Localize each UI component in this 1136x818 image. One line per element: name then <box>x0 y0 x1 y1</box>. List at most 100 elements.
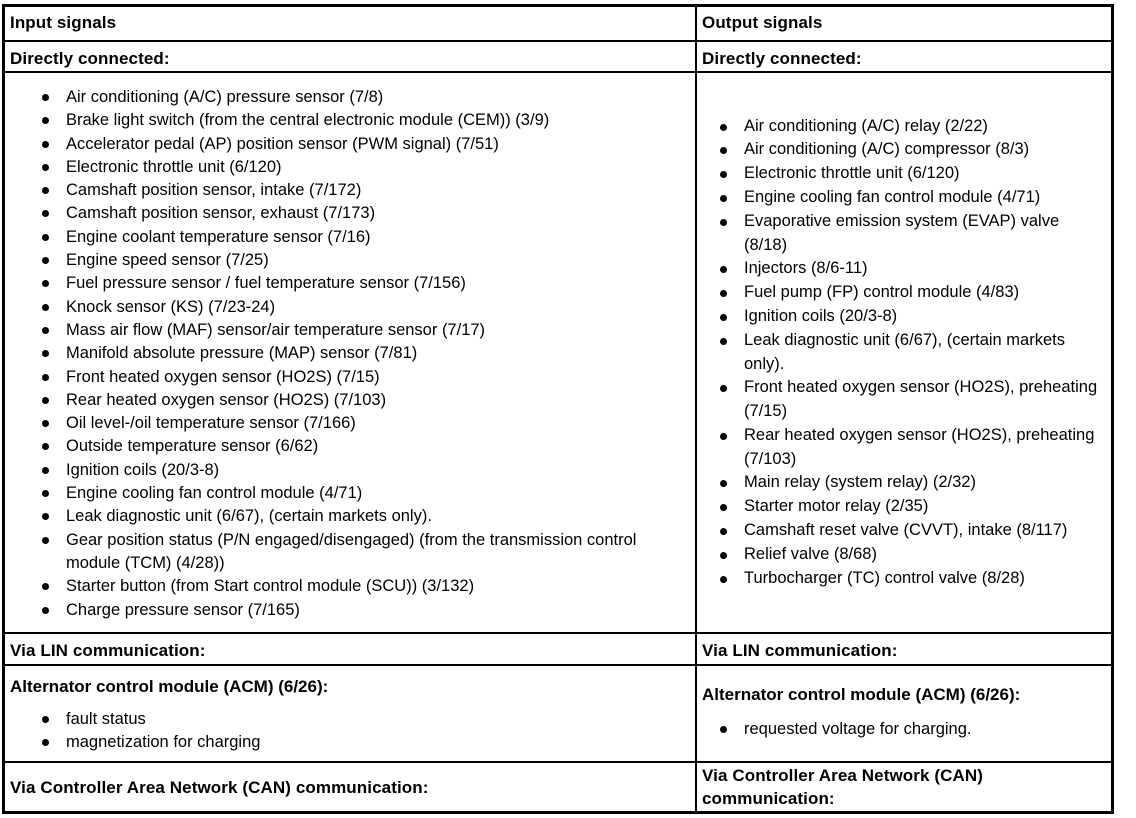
list-item: Camshaft position sensor, exhaust (7/173… <box>42 202 687 225</box>
bullet-icon <box>42 443 49 451</box>
list-item-text: Injectors (8/6-11) <box>744 259 868 278</box>
list-item: Oil level-/oil temperature sensor (7/166… <box>42 412 687 435</box>
bullet-icon <box>42 350 49 358</box>
bullet-icon <box>720 504 727 512</box>
list-item-text: Engine cooling fan control module (4/71) <box>66 484 363 503</box>
list-item: Leak diagnostic unit (6/67), (certain ma… <box>42 505 687 528</box>
bullet-icon <box>720 528 727 536</box>
list-item-text: Electronic throttle unit (6/120) <box>66 157 282 176</box>
list-item-text: Rear heated oxygen sensor (HO2S), prehea… <box>744 425 1095 468</box>
output-via-can-header: Via Controller Area Network (CAN) commun… <box>695 761 1111 811</box>
bullet-icon <box>720 480 727 488</box>
bullet-icon <box>42 94 49 101</box>
list-item-text: Oil level-/oil temperature sensor (7/166… <box>66 414 356 433</box>
list-item: Rear heated oxygen sensor (HO2S), prehea… <box>720 424 1105 472</box>
input-acm-list: fault status magnetization for charging <box>5 708 695 755</box>
bullet-icon <box>42 373 49 381</box>
list-item-text: Ignition coils (20/3-8) <box>744 306 898 325</box>
list-item-text: Camshaft reset valve (CVVT), intake (8/1… <box>744 521 1068 540</box>
list-item-text: Air conditioning (A/C) pressure sensor (… <box>66 88 384 106</box>
list-item: Gear position status (P/N engaged/diseng… <box>42 529 687 576</box>
list-item-text: Starter motor relay (2/35) <box>744 497 929 516</box>
list-item-text: Camshaft position sensor, intake (7/172) <box>66 181 362 200</box>
list-item: Starter motor relay (2/35) <box>720 495 1105 519</box>
list-item-text: Mass air flow (MAF) sensor/air temperatu… <box>66 320 486 339</box>
bullet-icon <box>720 290 727 298</box>
bullet-icon <box>720 147 727 155</box>
list-item: Camshaft reset valve (CVVT), intake (8/1… <box>720 519 1105 543</box>
bullet-icon <box>42 536 49 544</box>
bullet-icon <box>42 257 49 265</box>
list-item: Ignition coils (20/3-8) <box>720 305 1105 329</box>
list-item-text: Charge pressure sensor (7/165) <box>66 600 300 619</box>
list-item-text: Gear position status (P/N engaged/diseng… <box>66 530 637 572</box>
bullet-icon <box>42 606 49 614</box>
output-acm-heading: Alternator control module (ACM) (6/26): <box>702 685 1021 704</box>
list-item-text: Rear heated oxygen sensor (HO2S) (7/103) <box>66 390 387 409</box>
list-item: Engine cooling fan control module (4/71) <box>42 482 687 505</box>
output-via-lin-header: Via LIN communication: <box>695 632 1111 664</box>
list-item-text: Engine speed sensor (7/25) <box>66 251 269 270</box>
bullet-icon <box>42 303 49 311</box>
list-item: Camshaft position sensor, intake (7/172) <box>42 179 687 202</box>
bullet-icon <box>42 326 49 334</box>
list-item: magnetization for charging <box>42 731 695 754</box>
list-item-text: Electronic throttle unit (6/120) <box>744 164 960 183</box>
list-item-text: Ignition coils (20/3-8) <box>66 460 220 479</box>
list-item: fault status <box>42 708 695 731</box>
list-item-text: Relief valve (8/68) <box>744 544 877 563</box>
list-item: Fuel pump (FP) control module (4/83) <box>720 281 1105 305</box>
bullet-icon <box>720 551 727 559</box>
output-direct-signals-cell: Air conditioning (A/C) relay (2/22) Air c… <box>695 71 1111 632</box>
input-via-can-header: Via Controller Area Network (CAN) commun… <box>5 761 695 811</box>
list-item: Leak diagnostic unit (6/67), (certain ma… <box>720 329 1105 377</box>
bullet-icon <box>42 583 49 591</box>
list-item-text: magnetization for charging <box>66 733 261 752</box>
list-item: Engine speed sensor (7/25) <box>42 249 687 272</box>
list-item: Accelerator pedal (AP) position sensor (… <box>42 133 687 156</box>
list-item: Main relay (system relay) (2/32) <box>720 471 1105 495</box>
list-item: Electronic throttle unit (6/120) <box>720 162 1105 186</box>
list-item: Injectors (8/6-11) <box>720 257 1105 281</box>
signals-table: Input signals Output signals Directly co… <box>2 4 1114 814</box>
list-item-text: Turbocharger (TC) control valve (8/28) <box>744 568 1025 587</box>
list-item-text: Camshaft position sensor, exhaust (7/173… <box>66 204 376 223</box>
list-item: Engine cooling fan control module (4/71) <box>720 186 1105 210</box>
list-item: Electronic throttle unit (6/120) <box>42 156 687 179</box>
list-item-text: Knock sensor (KS) (7/23-24) <box>66 297 276 316</box>
list-item: Rear heated oxygen sensor (HO2S) (7/103) <box>42 389 687 412</box>
bullet-icon <box>720 337 727 345</box>
list-item: Air conditioning (A/C) pressure sensor (… <box>42 86 687 109</box>
input-via-lin-header: Via LIN communication: <box>5 632 695 664</box>
input-directly-connected-header: Directly connected: <box>5 40 695 71</box>
list-item-text: Main relay (system relay) (2/32) <box>744 473 976 492</box>
input-direct-signals-cell: Air conditioning (A/C) pressure sensor (… <box>5 71 695 632</box>
bullet-icon <box>42 187 49 195</box>
list-item-text: requested voltage for charging. <box>744 720 972 738</box>
list-item: Brake light switch (from the central ele… <box>42 109 687 132</box>
list-item-text: Fuel pressure sensor / fuel temperature … <box>66 274 466 293</box>
list-item-text: Fuel pump (FP) control module (4/83) <box>744 283 1020 302</box>
list-item: Knock sensor (KS) (7/23-24) <box>42 296 687 319</box>
list-item: Evaporative emission system (EVAP) valve… <box>720 210 1105 258</box>
bullet-icon <box>42 233 49 241</box>
bullet-icon <box>42 490 49 498</box>
list-item-text: Air conditioning (A/C) compressor (8/3) <box>744 140 1030 159</box>
bullet-icon <box>42 466 49 474</box>
bullet-icon <box>720 432 727 440</box>
list-item: Outside temperature sensor (6/62) <box>42 435 687 458</box>
list-item-text: Engine coolant temperature sensor (7/16) <box>66 227 371 246</box>
list-item-text: Front heated oxygen sensor (HO2S) (7/15) <box>66 367 380 386</box>
list-item: Charge pressure sensor (7/165) <box>42 599 687 622</box>
bullet-icon <box>42 210 49 218</box>
list-item-text: Air conditioning (A/C) relay (2/22) <box>744 116 988 135</box>
list-item: Manifold absolute pressure (MAP) sensor … <box>42 342 687 365</box>
input-acm-heading: Alternator control module (ACM) (6/26): <box>10 677 329 696</box>
bullet-icon <box>42 163 49 171</box>
bullet-icon <box>42 420 49 428</box>
list-item: Engine coolant temperature sensor (7/16) <box>42 226 687 249</box>
list-item-text: Leak diagnostic unit (6/67), (certain ma… <box>66 507 432 526</box>
list-item-text: Evaporative emission system (EVAP) valve… <box>744 211 1060 254</box>
list-item: Front heated oxygen sensor (HO2S) (7/15) <box>42 366 687 389</box>
